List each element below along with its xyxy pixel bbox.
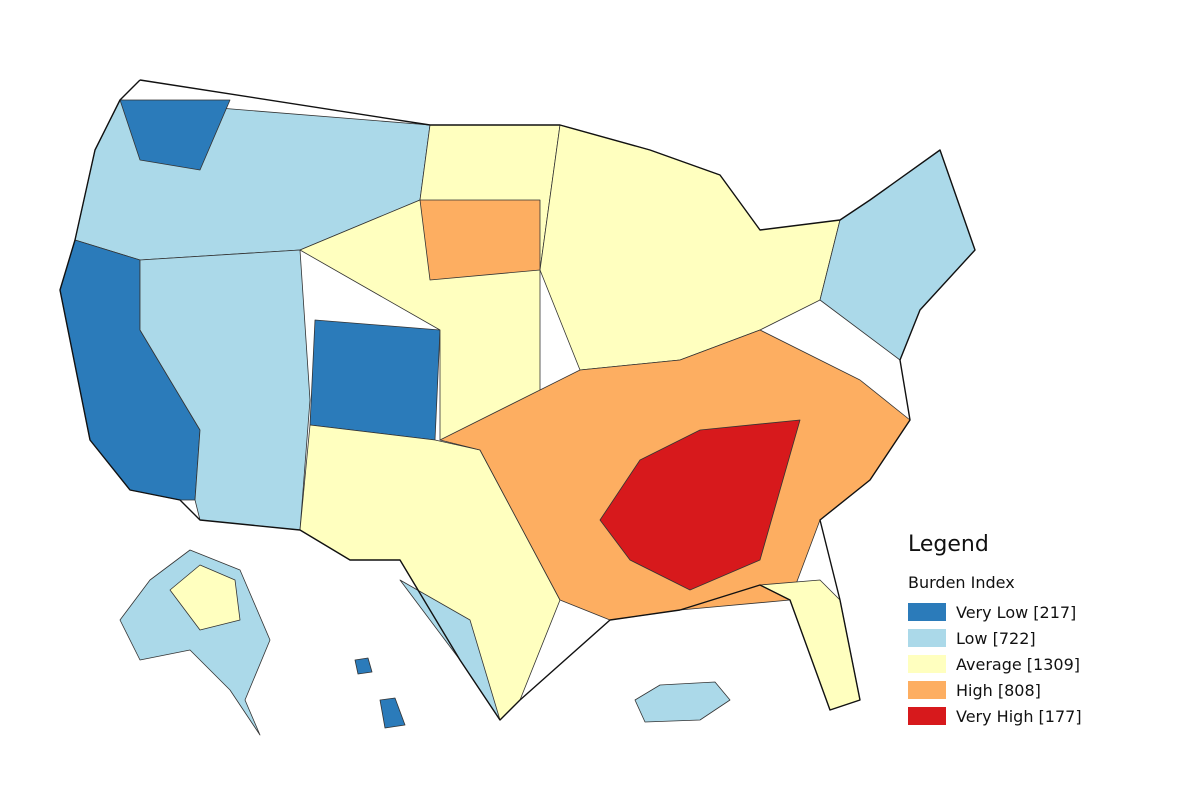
region	[354, 657, 373, 675]
legend-label: Average [1309]	[956, 655, 1080, 674]
us-outline	[59, 79, 976, 721]
legend-swatch	[908, 707, 946, 725]
region	[119, 99, 231, 171]
region	[419, 199, 541, 281]
legend-title: Legend	[908, 532, 989, 557]
region	[634, 681, 731, 723]
legend-swatch	[908, 629, 946, 647]
region	[309, 319, 441, 441]
region	[169, 564, 241, 631]
legend-swatch	[908, 681, 946, 699]
region	[539, 124, 841, 371]
legend-label: Very High [177]	[956, 707, 1082, 726]
legend-label: High [808]	[956, 681, 1041, 700]
legend-label: Low [722]	[956, 629, 1036, 648]
legend-label: Very Low [217]	[956, 603, 1076, 622]
region	[379, 697, 406, 729]
legend-swatch	[908, 655, 946, 673]
legend: Legend Burden Index Very Low [217] Low [7…	[908, 532, 1082, 726]
map-regions	[59, 99, 976, 736]
region	[599, 419, 801, 591]
legend-subtitle: Burden Index	[908, 573, 1015, 592]
legend-swatch	[908, 603, 946, 621]
